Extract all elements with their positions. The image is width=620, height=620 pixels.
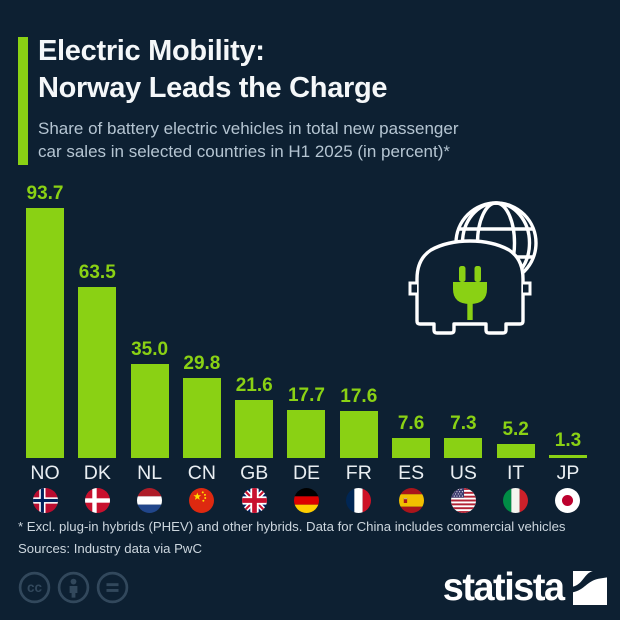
bar-de <box>287 410 326 458</box>
flag-japan-icon <box>555 488 581 513</box>
bar-column-united-kingdom: 21.6 GB <box>235 183 274 513</box>
country-code-label: DE <box>292 462 321 484</box>
license-icons[interactable]: cc <box>18 571 129 604</box>
bar-column-japan: 1.3 JP <box>548 183 587 513</box>
bar-value-label: 63.5 <box>78 262 116 284</box>
bar-us <box>444 438 483 458</box>
bar-no <box>26 208 64 458</box>
bar-value-label: 17.6 <box>340 385 378 407</box>
flag-france-icon <box>346 488 372 513</box>
title-line-2: Norway Leads the Charge <box>38 72 388 104</box>
country-code-label: JP <box>556 462 580 484</box>
bar-column-norway: 93.7 NO <box>26 183 64 513</box>
footnote-text: * Excl. plug-in hybrids (PHEV) and other… <box>18 519 566 534</box>
bar-dk <box>78 287 117 458</box>
country-code-label: FR <box>345 462 372 484</box>
subtitle-line-1: Share of battery electric vehicles in to… <box>38 119 459 138</box>
plug-icon <box>453 266 487 320</box>
bar-value-label: 17.7 <box>287 385 325 407</box>
bar-value-label: 7.3 <box>450 413 477 435</box>
bar-nl <box>130 363 169 458</box>
flag-germany-icon <box>293 488 319 513</box>
flag-united-kingdom-icon <box>241 488 267 513</box>
bar-column-italy: 5.2 IT <box>496 183 535 513</box>
country-code-label: DK <box>83 462 111 484</box>
country-code-label: GB <box>240 462 269 484</box>
bar-column-denmark: 63.5 DK <box>78 183 117 513</box>
bar-column-china: 29.8 CN <box>182 183 221 513</box>
bar-chart: 93.7 NO 63.5 DK 35.0 NL 29.8 CN 21.6 GB 17.7 DE 17.6… <box>26 183 587 513</box>
bar-cn <box>182 377 221 458</box>
title-line-1: Electric Mobility: <box>38 35 265 67</box>
subtitle-line-2: car sales in selected countries in H1 20… <box>38 142 450 161</box>
country-code-label: IT <box>507 462 525 484</box>
statista-logo[interactable]: statista <box>439 566 607 610</box>
flag-spain-icon <box>398 488 424 513</box>
title-accent-bar <box>18 37 28 165</box>
country-code-label: US <box>449 462 477 484</box>
statista-mark-icon <box>573 571 607 605</box>
bar-fr <box>339 410 378 458</box>
bar-jp <box>548 454 587 458</box>
bar-column-france: 17.6 FR <box>339 183 378 513</box>
statista-wordmark: statista <box>443 566 565 609</box>
footnote-block: * Excl. plug-in hybrids (PHEV) and other… <box>18 516 566 560</box>
country-code-label: ES <box>398 462 425 484</box>
bar-value-label: 35.0 <box>131 338 169 360</box>
bar-value-label: 93.7 <box>26 183 64 204</box>
ev-car-globe-icon <box>408 201 538 335</box>
sources-text: Sources: Industry data via PwC <box>18 541 202 556</box>
flag-italy-icon <box>503 488 529 513</box>
country-code-label: NL <box>137 462 163 484</box>
bar-value-label: 29.8 <box>183 352 221 374</box>
flag-denmark-icon <box>84 488 110 513</box>
bar-gb <box>235 399 274 458</box>
page-title: Electric Mobility: Norway Leads the Char… <box>38 33 388 107</box>
bar-value-label: 7.6 <box>397 412 425 434</box>
flag-united-states-icon <box>450 488 476 513</box>
bar-column-netherlands: 35.0 NL <box>130 183 169 513</box>
bar-column-united-states: 7.3 US <box>444 183 483 513</box>
bar-value-label: 1.3 <box>554 429 582 451</box>
bar-value-label: 5.2 <box>502 419 529 440</box>
bar-it <box>496 444 535 458</box>
cc-icon[interactable]: cc <box>18 571 51 604</box>
bar-es <box>392 437 431 458</box>
bar-value-label: 21.6 <box>235 374 273 396</box>
country-code-label: NO <box>30 462 60 484</box>
bar-column-spain: 7.6 ES <box>392 183 431 513</box>
equals-icon[interactable] <box>96 571 129 604</box>
svg-text:cc: cc <box>27 580 43 595</box>
country-code-label: CN <box>187 462 216 484</box>
attribution-icon[interactable] <box>57 571 90 604</box>
flag-netherlands-icon <box>137 488 163 513</box>
flag-norway-icon <box>32 488 58 513</box>
bar-column-germany: 17.7 DE <box>287 183 326 513</box>
flag-china-icon <box>189 488 215 513</box>
chart-subtitle: Share of battery electric vehicles in to… <box>38 117 459 163</box>
